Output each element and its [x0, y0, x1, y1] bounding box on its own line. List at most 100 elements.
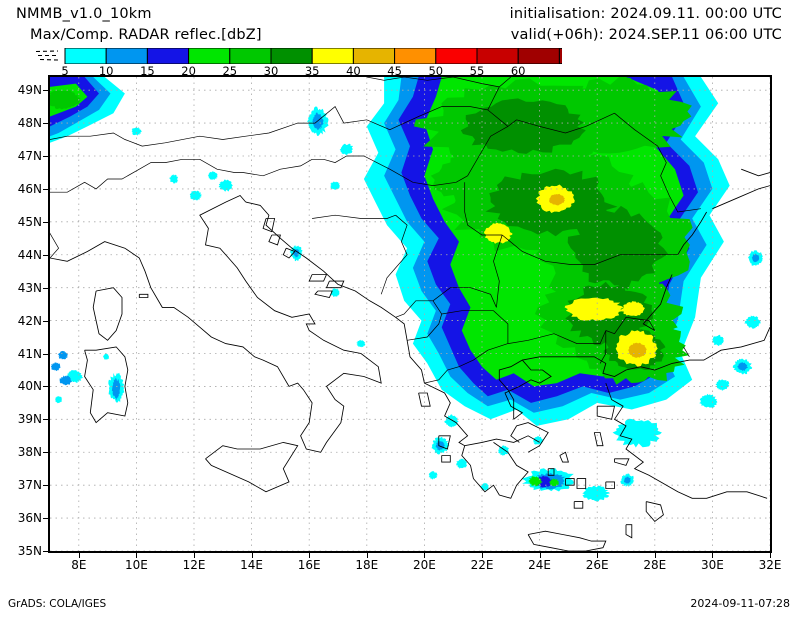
lon-tick-mark: [482, 552, 483, 558]
colorbar-tick-20: 20: [181, 64, 196, 78]
lon-tick-mark: [309, 552, 311, 558]
lat-tick-mark: [43, 287, 49, 289]
lon-tick-32E: 32E: [758, 558, 782, 572]
colorbar-segment-30: [270, 48, 313, 64]
lon-tick-26E: 26E: [585, 558, 609, 572]
model-title: NMMB_v1.0_10km: [16, 6, 152, 22]
radar-echo-cell-adriatic-2: [330, 288, 340, 297]
lat-tick-mark: [43, 353, 49, 355]
lat-tick-mark: [43, 386, 49, 388]
colorbar-segment-25: [229, 48, 272, 64]
colorbar-segment-10: [105, 48, 148, 64]
lat-tick-mark: [43, 485, 49, 487]
lon-tick-mark: [770, 552, 771, 558]
radar-echo-gold-romania: [549, 193, 565, 206]
colorbar-segment-55: [476, 48, 519, 64]
lon-tick-mark: [366, 552, 368, 558]
radar-echo-cell-ionian-3: [456, 458, 468, 469]
lat-tick-48N: 48N: [17, 116, 42, 131]
lat-tick-35N: 35N: [17, 544, 42, 558]
lon-tick-mark: [597, 552, 599, 558]
lat-tick-37N: 37N: [17, 478, 42, 493]
lat-tick-43N: 43N: [17, 280, 42, 295]
colorbar-tick-40: 40: [346, 64, 361, 78]
radar-echo-cell-wturkey-2: [715, 379, 730, 391]
lon-tick-mark: [251, 552, 253, 558]
radar-echo-yellow-blacksea: [621, 301, 645, 316]
lon-tick-mark: [78, 552, 80, 558]
colorbar-tick-35: 35: [304, 64, 320, 78]
lon-tick-mark: [712, 552, 714, 558]
lon-tick-8E: 8E: [71, 558, 87, 572]
lat-tick-mark: [43, 419, 49, 421]
colorbar-segment-35: [311, 48, 354, 64]
radar-echo-cell-evia: [533, 436, 544, 445]
lon-tick-18E: 18E: [355, 558, 379, 572]
colorbar-tick-60: 60: [510, 64, 526, 78]
map-political-borders: [50, 77, 701, 384]
radar-echo-yellow-serbia: [484, 222, 513, 244]
radar-echo-cell-alps-4: [207, 171, 218, 180]
colorbar-tick-10: 10: [98, 64, 114, 78]
lat-tick-mark: [43, 452, 49, 454]
radar-echo-cell-alps-5: [131, 127, 142, 136]
lat-tick-mark: [43, 551, 49, 552]
map-plot-area[interactable]: [48, 75, 772, 553]
lon-tick-12E: 12E: [182, 558, 206, 572]
lon-tick-20E: 20E: [412, 558, 436, 572]
initialisation-time: initialisation: 2024.09.11. 00:00 UTC: [509, 6, 782, 22]
lat-tick-mark: [43, 156, 49, 157]
lat-tick-mark: [43, 254, 49, 256]
colorbar-overflow-arrow: [558, 48, 562, 64]
lon-tick-24E: 24E: [528, 558, 552, 572]
radar-echo-cell-corsica: [103, 353, 110, 360]
colorbar-tick-15: 15: [140, 64, 155, 78]
radar-echo-cell-ionian-1-core: [435, 440, 446, 451]
radar-echo-cell-corinth: [497, 445, 509, 456]
radar-echo-green-nw: [50, 90, 81, 110]
radar-echo-darkgreen-north: [460, 98, 586, 154]
lat-tick-mark: [43, 221, 49, 223]
lat-tick-42N: 42N: [17, 313, 42, 328]
radar-echo-cell-austria-core: [312, 112, 324, 131]
map-coastlines: [50, 168, 770, 551]
lon-tick-16E: 16E: [297, 558, 321, 572]
lon-tick-28E: 28E: [643, 558, 667, 572]
lat-tick-45N: 45N: [17, 214, 42, 229]
lat-tick-47N: 47N: [17, 149, 42, 163]
radar-echo-cell-cyclades-green: [528, 476, 543, 487]
radar-echo-cell-tyrrhenian-2: [59, 375, 72, 386]
colorbar-tick-5: 5: [61, 64, 69, 78]
radar-echo-cell-tyrrhenian-5: [55, 396, 63, 404]
lat-tick-mark: [43, 123, 49, 125]
lat-tick-36N: 36N: [17, 511, 42, 526]
radar-echo-gold-thrace: [628, 342, 647, 358]
colorbar-tick-25: 25: [222, 64, 238, 78]
grads-credit: GrADS: COLA/IGES: [8, 598, 107, 610]
lat-tick-49N: 49N: [17, 83, 42, 98]
field-title: Max/Comp. RADAR reflec.[dbZ]: [30, 27, 262, 43]
lat-tick-38N: 38N: [17, 445, 42, 460]
valid-time: valid(+06h): 2024.SEP.11 06:00 UTC: [510, 27, 782, 43]
radar-echo-cell-cyclades-green2: [549, 478, 560, 487]
lon-tick-22E: 22E: [470, 558, 494, 572]
colorbar-segment-50: [435, 48, 478, 64]
radar-echo-cell-dodecanese-core: [623, 476, 631, 484]
colorbar-tick-50: 50: [428, 64, 444, 78]
lat-tick-41N: 41N: [17, 346, 42, 361]
radar-echo-cell-adriatic-3: [356, 339, 366, 348]
lat-tick-mark: [43, 518, 49, 520]
radar-echo-cell-santorini: [582, 485, 610, 502]
colorbar-tick-45: 45: [387, 64, 402, 78]
radar-echo-cell-blacksea-2: [744, 315, 762, 329]
lat-tick-mark: [43, 188, 49, 190]
radar-echo-cell-tyrrhenian-3: [51, 362, 61, 372]
radar-echo-cell-blacksea-1: [711, 334, 724, 347]
radar-echo-cell-blacksea-3-core: [751, 253, 760, 263]
radar-echo-yellow-bulgaria: [564, 297, 625, 321]
lat-tick-mark: [43, 90, 49, 92]
lon-tick-mark: [136, 552, 138, 558]
radar-echo-cell-izmir-outer: [612, 418, 662, 448]
lat-tick-40N: 40N: [17, 379, 42, 394]
